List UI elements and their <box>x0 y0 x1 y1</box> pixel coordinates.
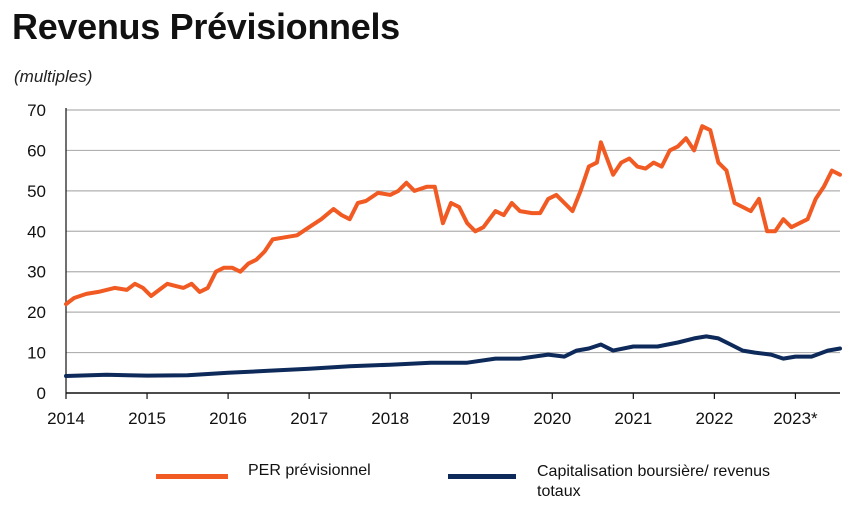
y-tick-label: 20 <box>27 303 46 322</box>
legend-label-per: PER prévisionnel <box>248 462 371 479</box>
legend-swatch-cap <box>448 474 516 479</box>
y-tick-label: 60 <box>27 141 46 160</box>
legend-label-cap: Capitalisation boursière/ revenus totaux <box>537 463 771 500</box>
series-lines <box>64 124 842 378</box>
x-tick-label: 2014 <box>47 409 85 428</box>
y-tick-label: 50 <box>27 182 46 201</box>
legend-swatch-per <box>156 474 228 479</box>
y-tick-label: 30 <box>27 263 46 282</box>
x-tick-label: 2017 <box>290 409 328 428</box>
y-tick-label: 10 <box>27 344 46 363</box>
x-tick-label: 2019 <box>452 409 490 428</box>
series-line-1 <box>64 334 842 378</box>
chart-subtitle: (multiples) <box>14 67 93 86</box>
x-tick-label: 2020 <box>533 409 571 428</box>
axes: 0 10 20 30 40 50 60 70 2014 2015 2016 2017 2018 2019 2… <box>27 101 840 428</box>
x-tick-label: 2022 <box>695 409 733 428</box>
x-tick-label: 2021 <box>614 409 652 428</box>
chart-title: Revenus Prévisionnels <box>12 6 400 47</box>
y-tick-label: 40 <box>27 222 46 241</box>
y-tick-label: 70 <box>27 101 46 120</box>
x-tick-label: 2023* <box>773 409 818 428</box>
x-tick-label: 2016 <box>209 409 247 428</box>
x-tick-label: 2018 <box>371 409 409 428</box>
x-tick-label: 2015 <box>128 409 166 428</box>
y-tick-label: 0 <box>37 384 46 403</box>
series-line-0 <box>64 124 842 307</box>
gridlines <box>66 109 840 354</box>
